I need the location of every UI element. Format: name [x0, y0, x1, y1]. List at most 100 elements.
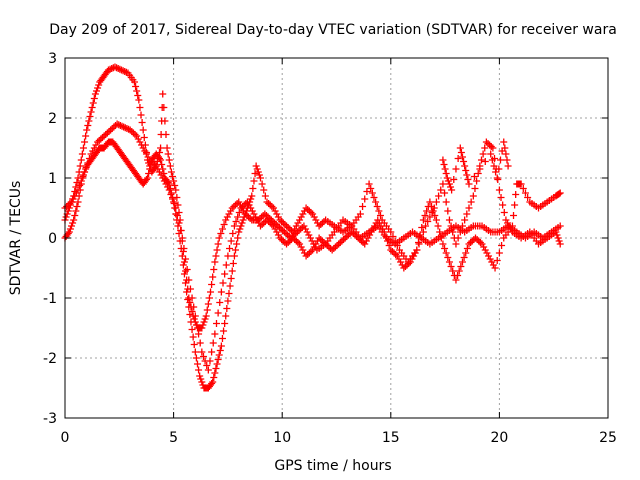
data-point: [135, 96, 143, 104]
data-point: [129, 129, 137, 137]
data-point: [114, 65, 122, 72]
data-point: [483, 249, 491, 257]
data-point: [479, 150, 487, 158]
data-point: [276, 216, 284, 224]
data-point: [375, 207, 383, 215]
data-point: [480, 243, 488, 251]
data-point: [218, 335, 226, 342]
data-point: [90, 95, 98, 102]
data-point: [138, 141, 146, 149]
data-point: [240, 213, 248, 221]
data-point: [246, 215, 254, 222]
data-point: [482, 138, 490, 146]
data-point: [224, 297, 232, 305]
data-point: [405, 260, 413, 267]
data-point: [488, 156, 496, 164]
data-point: [467, 198, 475, 206]
data-point: [227, 275, 235, 282]
data-point: [367, 185, 375, 192]
data-point: [217, 288, 225, 296]
data-point: [218, 225, 226, 233]
data-point: [318, 237, 326, 245]
data-point: [82, 164, 90, 171]
data-point: [226, 245, 234, 252]
data-series: [61, 120, 564, 374]
data-point: [487, 150, 495, 158]
data-point: [198, 348, 206, 356]
data-point: [123, 125, 131, 132]
data-point: [222, 216, 230, 224]
data-point: [456, 144, 464, 152]
data-point: [65, 228, 73, 236]
data-point: [274, 213, 282, 221]
data-point: [488, 258, 496, 266]
axis-ticks: 0 5 10 15 20 25 -3 -2 -1 0 1 2 3: [43, 51, 617, 446]
data-point: [331, 243, 339, 251]
data-point: [116, 122, 124, 129]
data-point: [444, 207, 452, 215]
y-tick-label: 2: [48, 111, 57, 127]
data-point: [447, 263, 455, 270]
data-point: [199, 321, 207, 329]
data-point: [207, 288, 215, 296]
data-point: [141, 147, 149, 155]
data-point: [468, 237, 476, 245]
data-point: [237, 222, 245, 230]
data-point: [504, 162, 512, 170]
data-point: [445, 258, 453, 266]
data-point: [384, 237, 392, 245]
data-point: [187, 318, 195, 326]
data-point: [444, 177, 452, 185]
data-point: [225, 210, 233, 218]
x-tick-label: 10: [273, 430, 291, 446]
data-point: [258, 180, 266, 188]
data-point: [177, 227, 185, 234]
data-point: [251, 170, 259, 177]
data-point: [375, 219, 383, 227]
data-point: [289, 228, 297, 236]
data-point: [213, 246, 221, 254]
data-point: [418, 224, 426, 231]
data-point: [221, 270, 229, 278]
data-point: [166, 162, 174, 170]
data-point: [73, 203, 81, 210]
data-point: [120, 123, 128, 131]
data-point: [555, 237, 563, 245]
data-point: [216, 347, 224, 354]
data-point: [302, 252, 310, 260]
data-point: [68, 198, 76, 206]
data-point: [486, 141, 494, 149]
data-point: [445, 180, 453, 188]
data-point: [193, 321, 201, 329]
data-point: [185, 276, 193, 284]
data-point: [462, 249, 470, 257]
data-point: [142, 176, 150, 183]
data-point: [503, 156, 511, 164]
data-point: [94, 84, 102, 92]
data-point: [226, 282, 234, 290]
data-point: [486, 255, 494, 263]
data-point: [270, 222, 278, 230]
data-point: [463, 210, 471, 218]
data-point: [179, 261, 187, 269]
data-point: [376, 212, 384, 219]
data-point: [371, 222, 379, 230]
data-point: [81, 138, 89, 146]
data-point: [286, 237, 294, 245]
data-point: [254, 168, 262, 176]
data-point: [305, 207, 313, 215]
data-point: [517, 180, 525, 188]
data-point: [260, 186, 268, 194]
data-point: [458, 153, 466, 161]
data-point: [170, 177, 178, 185]
data-point: [248, 192, 256, 200]
data-point: [393, 252, 401, 260]
data-point: [189, 333, 197, 341]
data-point: [473, 236, 481, 243]
data-point: [138, 119, 146, 126]
data-point: [172, 210, 180, 218]
data-point: [239, 203, 247, 210]
data-point: [235, 198, 243, 206]
data-point: [233, 200, 241, 207]
data-point: [278, 218, 286, 225]
